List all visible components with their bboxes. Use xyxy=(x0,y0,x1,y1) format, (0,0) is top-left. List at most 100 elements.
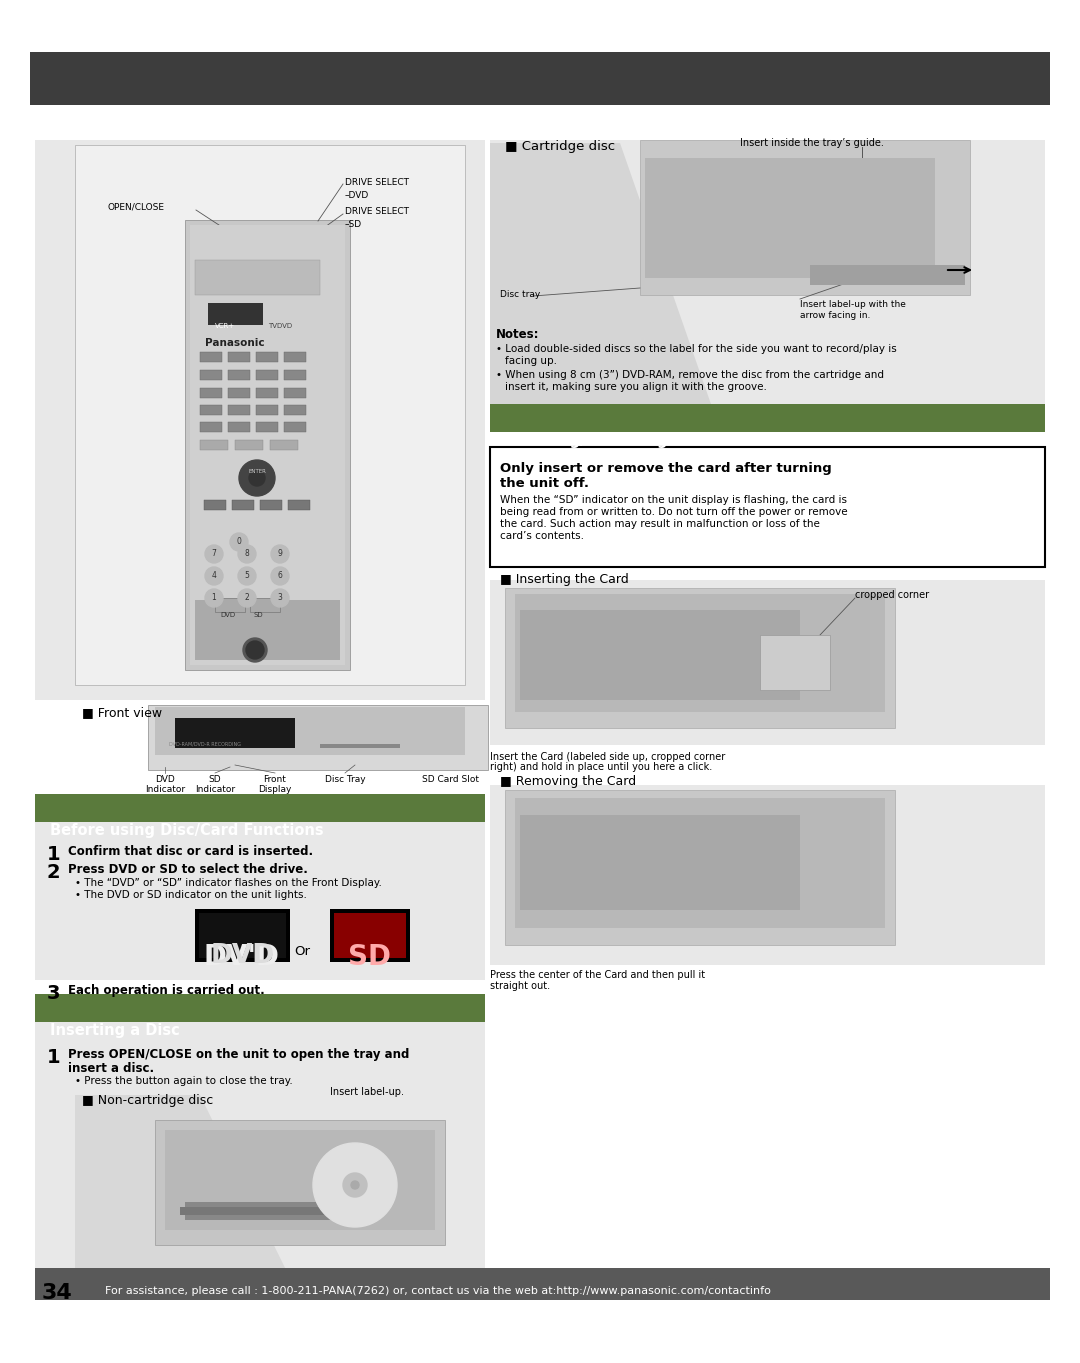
Text: ENTER: ENTER xyxy=(248,469,266,474)
Text: Front: Front xyxy=(264,776,286,784)
Text: ■ Non-cartridge disc: ■ Non-cartridge disc xyxy=(82,1094,213,1107)
Bar xyxy=(200,405,222,414)
Text: Insert inside the tray’s guide.: Insert inside the tray’s guide. xyxy=(740,138,883,149)
Text: 3: 3 xyxy=(48,984,60,1003)
Text: 7: 7 xyxy=(212,549,216,557)
Text: For assistance, please call : 1-800-211-PANA(7262) or, contact us via the web at: For assistance, please call : 1-800-211-… xyxy=(105,1287,771,1296)
Bar xyxy=(490,140,1045,429)
Text: 9: 9 xyxy=(278,549,283,557)
Text: Panasonic: Panasonic xyxy=(205,338,265,348)
Text: insert it, making sure you align it with the groove.: insert it, making sure you align it with… xyxy=(505,382,767,393)
Bar xyxy=(490,403,1045,432)
Text: Indicator: Indicator xyxy=(145,785,185,795)
Bar xyxy=(810,264,966,285)
Text: 1: 1 xyxy=(212,593,216,602)
Bar xyxy=(760,635,831,690)
Bar xyxy=(228,352,249,363)
Text: • Load double-sided discs so the label for the side you want to record/play is: • Load double-sided discs so the label f… xyxy=(496,343,896,354)
Text: • When using 8 cm (3”) DVD-RAM, remove the disc from the cartridge and: • When using 8 cm (3”) DVD-RAM, remove t… xyxy=(496,369,885,380)
Text: SD: SD xyxy=(349,943,391,970)
Bar xyxy=(35,1022,485,1280)
Bar xyxy=(288,500,310,510)
Text: card’s contents.: card’s contents. xyxy=(500,532,584,541)
Text: SD: SD xyxy=(208,776,221,784)
Bar xyxy=(180,1208,360,1214)
Text: the card. Such action may result in malfunction or loss of the: the card. Such action may result in malf… xyxy=(500,519,820,529)
Text: Insert the Card (labeled side up, cropped corner: Insert the Card (labeled side up, croppe… xyxy=(490,752,726,762)
Circle shape xyxy=(271,545,289,563)
Bar xyxy=(490,581,1045,746)
Bar xyxy=(284,405,306,414)
Text: Notes:: Notes: xyxy=(496,328,540,341)
Circle shape xyxy=(243,638,267,662)
Text: Press DVD or SD to select the drive.: Press DVD or SD to select the drive. xyxy=(68,863,308,876)
Text: DV'D: DV'D xyxy=(204,943,280,970)
Circle shape xyxy=(271,589,289,607)
Text: the unit off.: the unit off. xyxy=(500,477,589,491)
Text: cropped corner: cropped corner xyxy=(855,590,929,600)
Circle shape xyxy=(205,567,222,585)
Text: insert a disc.: insert a disc. xyxy=(68,1062,154,1075)
Text: being read from or written to. Do not turn off the power or remove: being read from or written to. Do not tu… xyxy=(500,507,848,517)
Bar xyxy=(199,913,286,958)
Text: DRIVE SELECT: DRIVE SELECT xyxy=(345,207,409,215)
Circle shape xyxy=(246,641,264,658)
Bar xyxy=(200,423,222,432)
Bar xyxy=(228,405,249,414)
Text: ■ Inserting the Card: ■ Inserting the Card xyxy=(500,572,629,586)
Bar xyxy=(235,440,264,450)
Bar xyxy=(195,260,320,294)
Bar xyxy=(195,910,291,962)
Bar xyxy=(320,744,400,748)
Bar xyxy=(204,500,226,510)
Bar xyxy=(284,423,306,432)
Bar xyxy=(519,815,800,910)
Bar xyxy=(284,388,306,398)
Text: 4: 4 xyxy=(212,571,216,581)
Bar xyxy=(334,913,406,958)
Bar xyxy=(256,369,278,380)
Circle shape xyxy=(271,567,289,585)
Bar xyxy=(284,369,306,380)
Polygon shape xyxy=(490,143,720,429)
Circle shape xyxy=(351,1180,359,1189)
Bar xyxy=(200,352,222,363)
Text: Or: Or xyxy=(294,945,310,958)
Polygon shape xyxy=(75,1094,291,1278)
Bar xyxy=(228,369,249,380)
Text: SD Card Slot: SD Card Slot xyxy=(421,776,478,784)
Bar xyxy=(256,423,278,432)
Bar xyxy=(156,707,465,755)
Bar xyxy=(260,500,282,510)
Text: arrow facing in.: arrow facing in. xyxy=(800,311,870,320)
Text: SD: SD xyxy=(254,612,264,617)
Text: ■ Front view: ■ Front view xyxy=(82,706,162,720)
Bar xyxy=(640,140,970,294)
Text: • The “DVD” or “SD” indicator flashes on the Front Display.: • The “DVD” or “SD” indicator flashes on… xyxy=(75,878,382,889)
Text: straight out.: straight out. xyxy=(490,981,550,991)
Circle shape xyxy=(205,545,222,563)
Text: right) and hold in place until you here a click.: right) and hold in place until you here … xyxy=(490,762,712,771)
Bar xyxy=(185,219,350,671)
Bar xyxy=(505,791,895,945)
Bar xyxy=(35,994,485,1022)
Bar xyxy=(75,144,465,686)
Text: 5: 5 xyxy=(244,571,249,581)
Circle shape xyxy=(205,589,222,607)
Text: Only insert or remove the card after turning: Only insert or remove the card after tur… xyxy=(500,462,832,474)
Text: 2: 2 xyxy=(48,863,60,882)
Bar xyxy=(330,909,410,962)
Bar xyxy=(208,303,264,324)
Bar xyxy=(256,388,278,398)
Bar xyxy=(490,447,1045,567)
Text: DVD-RAM/DVD-R RECORDING: DVD-RAM/DVD-R RECORDING xyxy=(168,741,241,747)
Text: facing up.: facing up. xyxy=(505,356,557,367)
Text: • Press the button again to close the tray.: • Press the button again to close the tr… xyxy=(75,1075,293,1086)
Bar xyxy=(256,405,278,414)
Text: Press OPEN/CLOSE on the unit to open the tray and: Press OPEN/CLOSE on the unit to open the… xyxy=(68,1048,409,1060)
Text: OPEN/CLOSE: OPEN/CLOSE xyxy=(108,202,165,211)
Text: Insert label-up with the: Insert label-up with the xyxy=(800,300,906,309)
Bar xyxy=(35,795,485,822)
Text: Before using Disc/Card Functions: Before using Disc/Card Functions xyxy=(50,823,324,838)
Bar xyxy=(519,611,800,701)
